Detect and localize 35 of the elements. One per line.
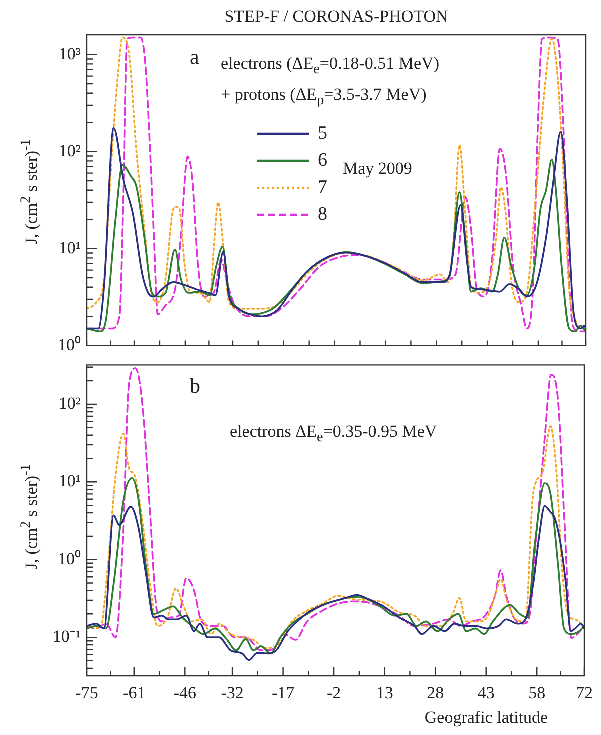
x-tick-label: -61 <box>123 684 146 703</box>
y-tick-label: 10⁰ <box>58 549 81 568</box>
x-tick-label: -46 <box>174 684 196 703</box>
x-tick-label: 28 <box>427 684 444 703</box>
legend-label: 6 <box>318 150 328 172</box>
annotation: b <box>190 374 200 398</box>
legend-label: 7 <box>318 176 328 198</box>
y-tick-label: 10⁻¹ <box>52 627 81 646</box>
line-series <box>87 505 584 662</box>
x-tick-label: 13 <box>376 684 394 703</box>
line-series <box>87 426 584 650</box>
y-tick-label: 10² <box>58 141 81 160</box>
x-axis-title: Geografic latitude <box>424 708 550 727</box>
annotation: electrons ΔE$_{e}$=0.35-0.95 MeV <box>230 422 438 446</box>
annotation: electrons (ΔE$_{e}$=0.18-0.51 MeV) <box>221 54 440 78</box>
x-tick-label: -32 <box>221 684 244 703</box>
y-tick-label: 10² <box>58 394 81 413</box>
y-tick-label: 10¹ <box>58 472 81 491</box>
legend-label: 5 <box>318 122 328 144</box>
chart-title: STEP-F / CORONAS-PHOTON <box>224 7 450 26</box>
annotation: May 2009 <box>343 159 412 178</box>
x-tick-label: -75 <box>76 684 98 703</box>
x-tick-label: -2 <box>326 684 342 703</box>
x-tick-label: 58 <box>528 684 546 703</box>
line-series <box>87 127 586 330</box>
annotation: a <box>190 45 200 69</box>
line-series <box>87 477 584 655</box>
x-tick-label: -17 <box>272 684 296 703</box>
y-tick-label: 10⁰ <box>58 335 81 354</box>
x-tick-label: 72 <box>576 684 593 703</box>
y-tick-label: 10¹ <box>58 238 81 258</box>
y-tick-label: 10³ <box>58 44 81 64</box>
annotation: + protons (ΔE$_{p}$=3.5-3.7 MeV) <box>221 85 427 108</box>
x-tick-label: 43 <box>478 684 495 703</box>
legend-label: 8 <box>318 204 328 226</box>
